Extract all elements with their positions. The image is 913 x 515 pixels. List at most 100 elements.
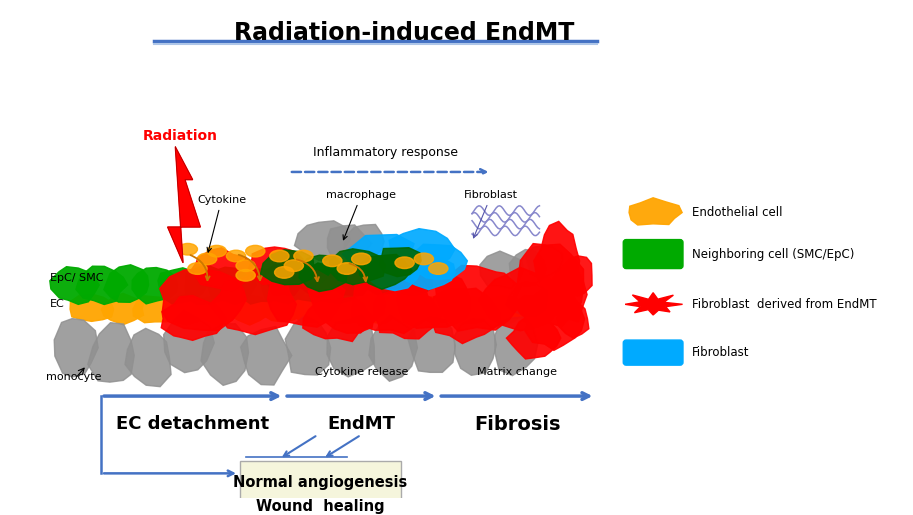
Text: monocyte: monocyte [47, 372, 101, 382]
Polygon shape [629, 198, 682, 225]
Ellipse shape [246, 245, 265, 257]
Polygon shape [168, 147, 200, 263]
Text: macrophage: macrophage [326, 190, 396, 239]
Polygon shape [368, 253, 423, 290]
Polygon shape [344, 225, 384, 258]
Polygon shape [303, 297, 373, 341]
Polygon shape [373, 288, 441, 339]
Polygon shape [356, 294, 399, 323]
Polygon shape [480, 251, 523, 289]
Polygon shape [54, 319, 99, 377]
Polygon shape [76, 266, 128, 304]
Polygon shape [534, 221, 580, 297]
Text: Inflammatory response: Inflammatory response [313, 146, 457, 160]
Text: EC detachment: EC detachment [116, 416, 269, 434]
Polygon shape [558, 300, 589, 338]
Polygon shape [324, 295, 370, 323]
Polygon shape [419, 297, 464, 322]
Polygon shape [525, 288, 584, 350]
Polygon shape [327, 316, 374, 377]
Polygon shape [285, 316, 331, 375]
Polygon shape [197, 296, 241, 325]
Polygon shape [191, 248, 253, 290]
Ellipse shape [188, 263, 207, 274]
Polygon shape [50, 267, 100, 304]
Polygon shape [407, 318, 456, 372]
Polygon shape [133, 296, 177, 323]
FancyArrowPatch shape [104, 471, 234, 476]
Ellipse shape [236, 260, 256, 271]
FancyArrowPatch shape [327, 436, 359, 456]
Polygon shape [479, 267, 562, 331]
Polygon shape [512, 244, 583, 327]
FancyArrowPatch shape [441, 393, 589, 400]
Polygon shape [265, 264, 307, 295]
Polygon shape [342, 234, 415, 273]
Text: Normal angiogenesis
Wound  healing: Normal angiogenesis Wound healing [233, 475, 407, 514]
Polygon shape [352, 268, 432, 334]
Polygon shape [291, 295, 333, 323]
Polygon shape [162, 296, 226, 340]
Ellipse shape [197, 253, 216, 265]
Polygon shape [513, 296, 558, 325]
Polygon shape [389, 229, 455, 268]
Polygon shape [227, 295, 271, 325]
Ellipse shape [322, 255, 342, 267]
Polygon shape [369, 316, 417, 381]
Polygon shape [70, 294, 113, 321]
FancyArrowPatch shape [238, 255, 262, 280]
FancyArrowPatch shape [350, 264, 367, 281]
Polygon shape [132, 267, 177, 304]
Polygon shape [383, 294, 433, 324]
Polygon shape [163, 311, 215, 373]
Polygon shape [358, 254, 412, 289]
Text: Cytokine: Cytokine [197, 195, 247, 252]
Polygon shape [125, 329, 171, 387]
Polygon shape [287, 267, 334, 301]
FancyArrowPatch shape [292, 169, 486, 175]
Polygon shape [268, 270, 345, 327]
Polygon shape [247, 247, 303, 284]
Polygon shape [330, 263, 369, 295]
Polygon shape [436, 265, 520, 331]
Polygon shape [318, 266, 362, 303]
Text: Fibroblast: Fibroblast [465, 190, 519, 238]
Text: Neighboring cell (SMC/EpC): Neighboring cell (SMC/EpC) [692, 248, 854, 261]
FancyBboxPatch shape [240, 461, 401, 515]
Text: Matrix change: Matrix change [477, 367, 557, 377]
Polygon shape [166, 295, 207, 324]
Polygon shape [101, 294, 143, 325]
Ellipse shape [275, 267, 294, 278]
Polygon shape [309, 270, 385, 333]
Polygon shape [233, 269, 283, 304]
Polygon shape [158, 268, 207, 304]
Polygon shape [328, 225, 372, 263]
FancyArrowPatch shape [284, 436, 316, 456]
Polygon shape [404, 255, 456, 289]
Text: Cytokine release: Cytokine release [315, 367, 408, 377]
Polygon shape [261, 268, 311, 303]
Ellipse shape [269, 250, 289, 262]
Polygon shape [299, 255, 347, 291]
Ellipse shape [294, 250, 313, 262]
Polygon shape [260, 250, 314, 285]
Polygon shape [104, 265, 149, 302]
Polygon shape [452, 297, 490, 323]
Polygon shape [185, 266, 232, 304]
Polygon shape [428, 288, 500, 344]
Polygon shape [210, 273, 297, 335]
Polygon shape [563, 256, 593, 296]
Polygon shape [495, 317, 538, 375]
Polygon shape [509, 250, 546, 286]
Text: Fibroblast  derived from EndMT: Fibroblast derived from EndMT [692, 298, 876, 311]
Ellipse shape [395, 257, 415, 268]
Polygon shape [397, 268, 470, 328]
Polygon shape [507, 318, 561, 359]
FancyArrowPatch shape [104, 393, 278, 400]
Text: Radiation-induced EndMT: Radiation-induced EndMT [235, 21, 575, 45]
Ellipse shape [415, 253, 434, 265]
Ellipse shape [236, 269, 256, 281]
Ellipse shape [178, 244, 197, 255]
Polygon shape [365, 263, 406, 294]
Polygon shape [526, 246, 563, 278]
